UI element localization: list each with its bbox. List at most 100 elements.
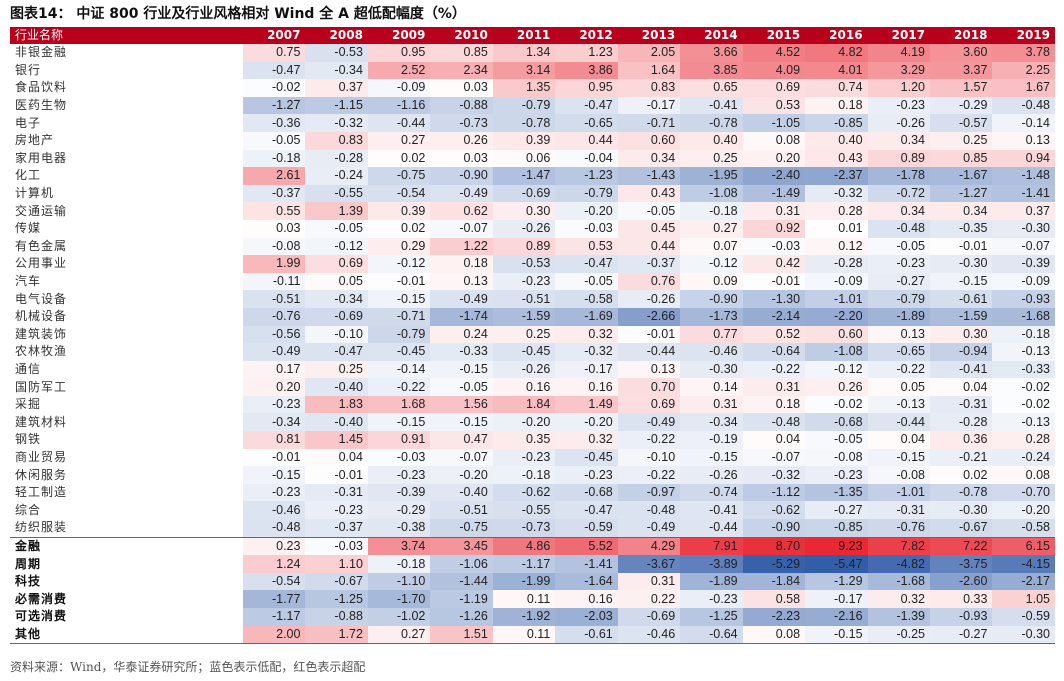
heatmap-cell: -0.49 [430, 184, 493, 203]
heatmap-cell: 0.32 [867, 590, 930, 608]
heatmap-cell: 0.01 [805, 219, 868, 238]
heatmap-cell: 0.39 [492, 131, 556, 150]
industry-row: 农林牧渔 -0.49 -0.47 -0.45 -0.33 -0.45 -0.32 -0.44-… [10, 343, 1055, 361]
heatmap-cell: 0.27 [367, 625, 431, 645]
heatmap-cell: -0.93 [930, 608, 993, 626]
heatmap-cell: -0.13 [992, 343, 1055, 361]
heatmap-cell: -0.33 [430, 343, 493, 361]
heatmap-cell: -0.45 [367, 343, 431, 361]
heatmap-cell: 0.35 [492, 431, 556, 449]
heatmap-cell: -1.15 [305, 96, 368, 115]
heatmap-cell: 0.11 [492, 590, 556, 608]
heatmap-cell: 0.95 [367, 44, 431, 62]
heatmap-cell: -0.45 [555, 448, 618, 467]
heatmap-cell: -0.26 [680, 466, 743, 484]
heatmap-cell: 3.45 [430, 536, 493, 556]
heatmap-cell: -0.59 [992, 608, 1055, 626]
heatmap-cell: 1.10 [305, 555, 368, 573]
heatmap-cell: -0.22 [742, 360, 806, 379]
industry-name: 家用电器 [15, 150, 68, 165]
heatmap-cell: 0.26 [430, 131, 493, 150]
industry-row: 轻工制造 -0.23 -0.31 -0.39 -0.40 -0.62 -0.68 -0.97-… [10, 483, 1055, 502]
heatmap-cell: -0.71 [367, 307, 431, 326]
heatmap-cell: -0.26 [492, 360, 556, 379]
heatmap-cell: -1.70 [367, 590, 431, 608]
heatmap-cell: -0.05 [867, 237, 930, 256]
heatmap-cell: -0.65 [867, 343, 930, 361]
heatmap-cell: 5.52 [555, 536, 618, 556]
heatmap-cell: -1.44 [430, 572, 493, 591]
year-header: 2014 [680, 27, 743, 44]
heatmap-cell: -0.28 [305, 149, 368, 168]
heatmap-cell: 3.86 [555, 61, 618, 80]
heatmap-cell: 0.31 [742, 378, 806, 396]
heatmap-cell: -1.73 [680, 307, 743, 326]
heatmap-cell: -0.03 [742, 237, 806, 256]
heatmap-cell: -1.89 [867, 307, 930, 326]
heatmap-cell: -0.17 [617, 96, 681, 115]
heatmap-cell: 0.06 [492, 149, 556, 168]
heatmap-cell: -0.07 [430, 219, 493, 238]
heatmap-cell: 1.49 [555, 395, 618, 414]
heatmap-cell: -0.51 [492, 290, 556, 308]
heatmap-cell: -0.23 [867, 255, 930, 273]
year-header: 2016 [805, 27, 868, 44]
heatmap-cell: -1.68 [992, 307, 1055, 326]
heatmap-cell: -0.08 [805, 448, 868, 467]
heatmap-cell: -0.48 [742, 413, 806, 432]
heatmap-cell: -0.47 [555, 501, 618, 520]
heatmap-cell: -0.46 [243, 501, 306, 520]
industry-name: 农林牧渔 [15, 344, 68, 359]
heatmap-cell: -0.39 [367, 483, 431, 502]
industry-row: 综合 -0.46 -0.23 -0.29 -0.51 -0.55 -0.47 -0.48 -0.… [10, 501, 1055, 520]
heatmap-cell: 0.75 [243, 44, 306, 62]
heatmap-cell: -0.90 [430, 167, 493, 185]
heatmap-cell: 0.76 [617, 272, 681, 291]
heatmap-cell: -0.05 [555, 272, 618, 291]
heatmap-cell: -1.64 [555, 572, 618, 591]
heatmap-cell: -0.20 [555, 202, 618, 220]
heatmap-cell: 0.04 [930, 378, 993, 396]
heatmap-cell: -0.14 [367, 360, 431, 379]
heatmap-cell: 0.30 [930, 325, 993, 344]
heatmap-cell: 0.20 [243, 378, 306, 396]
heatmap-cell: -0.03 [367, 448, 431, 467]
heatmap-cell: -0.34 [305, 61, 368, 80]
heatmap-cell: -2.20 [805, 307, 868, 326]
heatmap-cell: -0.62 [492, 483, 556, 502]
heatmap-cell: -0.85 [805, 114, 868, 132]
year-header: 2019 [992, 27, 1055, 44]
heatmap-cell: -2.40 [742, 167, 806, 185]
heatmap-cell: -0.07 [742, 448, 806, 467]
heatmap-cell: 0.58 [742, 590, 806, 608]
heatmap-cell: 1.51 [430, 625, 493, 645]
heatmap-cell: -0.14 [992, 114, 1055, 132]
heatmap-cell: -0.49 [430, 290, 493, 308]
heatmap-cell: 0.28 [805, 202, 868, 220]
heatmap-cell: -0.68 [555, 483, 618, 502]
heatmap-cell: 0.60 [617, 131, 681, 150]
heatmap-cell: -0.01 [617, 325, 681, 344]
heatmap-cell: 1.45 [305, 431, 368, 449]
heatmap-cell: 0.30 [492, 202, 556, 220]
heatmap-cell: -0.18 [367, 555, 431, 573]
heatmap-cell: 1.34 [492, 44, 556, 62]
heatmap-cell: -0.23 [492, 272, 556, 291]
group-name: 必需消费 [15, 591, 68, 606]
heatmap-cell: 0.13 [430, 272, 493, 291]
heatmap-cell: 0.18 [430, 255, 493, 273]
heatmap-cell: -2.14 [742, 307, 806, 326]
heatmap-cell: -0.58 [992, 519, 1055, 538]
industry-name: 钢铁 [15, 432, 42, 447]
heatmap-cell: 0.16 [555, 590, 618, 608]
heatmap-cell: -0.30 [930, 501, 993, 520]
heatmap-cell: 0.45 [617, 219, 681, 238]
heatmap-cell: 3.37 [930, 61, 993, 80]
heatmap-cell: -0.34 [680, 413, 743, 432]
year-header: 2017 [867, 27, 930, 44]
heatmap-cell: -0.70 [992, 483, 1055, 502]
industry-row: 房地产 -0.05 0.83 0.27 0.26 0.39 0.44 0.60 0.40 0.08… [10, 131, 1055, 150]
heatmap-cell: -0.05 [617, 202, 681, 220]
group-name: 科技 [15, 574, 42, 589]
heatmap-cell: 0.32 [555, 325, 618, 344]
